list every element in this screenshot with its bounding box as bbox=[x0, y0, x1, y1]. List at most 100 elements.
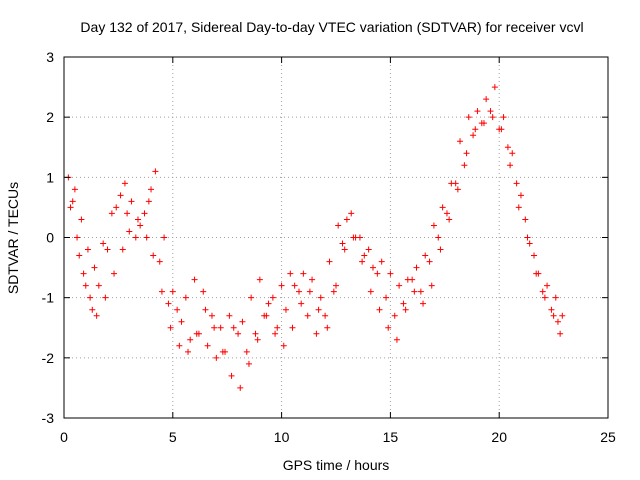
data-point bbox=[317, 294, 324, 301]
data-point bbox=[141, 210, 148, 217]
data-point bbox=[541, 294, 548, 301]
data-point bbox=[524, 234, 531, 241]
data-point bbox=[376, 306, 383, 313]
data-point bbox=[322, 312, 329, 319]
data-point bbox=[348, 210, 355, 217]
x-tick-label: 15 bbox=[383, 429, 399, 445]
data-point bbox=[557, 330, 564, 337]
data-point bbox=[472, 126, 479, 133]
data-points bbox=[65, 84, 566, 391]
data-point bbox=[443, 210, 450, 217]
data-point bbox=[522, 216, 529, 223]
data-point bbox=[158, 288, 165, 295]
data-point bbox=[402, 306, 409, 313]
x-tick-label: 5 bbox=[169, 429, 177, 445]
data-point bbox=[134, 216, 141, 223]
data-point bbox=[559, 312, 566, 319]
data-point bbox=[552, 294, 559, 301]
data-point bbox=[137, 222, 144, 229]
data-point bbox=[491, 84, 498, 91]
data-point bbox=[515, 204, 522, 211]
data-point bbox=[191, 276, 198, 283]
data-point bbox=[87, 294, 94, 301]
data-point bbox=[91, 264, 98, 271]
data-point bbox=[343, 216, 350, 223]
data-point bbox=[145, 198, 152, 205]
data-point bbox=[228, 372, 235, 379]
data-point bbox=[156, 258, 163, 265]
data-point bbox=[391, 312, 398, 319]
data-point bbox=[526, 240, 533, 247]
data-point bbox=[463, 150, 470, 157]
data-point bbox=[478, 120, 485, 127]
data-point bbox=[539, 288, 546, 295]
data-point bbox=[287, 270, 294, 277]
data-point bbox=[126, 228, 133, 235]
y-tick-label: 2 bbox=[46, 109, 54, 125]
x-tick-label: 25 bbox=[600, 429, 616, 445]
data-point bbox=[296, 288, 303, 295]
data-point bbox=[361, 252, 368, 259]
data-point bbox=[132, 234, 139, 241]
data-point bbox=[446, 216, 453, 223]
data-point bbox=[274, 324, 281, 331]
data-point bbox=[208, 312, 215, 319]
data-point bbox=[313, 330, 320, 337]
data-point bbox=[243, 348, 250, 355]
data-point bbox=[185, 348, 192, 355]
data-point bbox=[269, 294, 276, 301]
y-tick-label: -2 bbox=[42, 350, 55, 366]
data-point bbox=[152, 168, 159, 175]
data-point bbox=[470, 132, 477, 139]
data-point bbox=[237, 384, 244, 391]
data-point bbox=[82, 282, 89, 289]
data-point bbox=[230, 324, 237, 331]
data-point bbox=[341, 246, 348, 253]
data-point bbox=[93, 312, 100, 319]
data-point bbox=[359, 258, 366, 265]
data-point bbox=[252, 330, 259, 337]
data-point bbox=[167, 324, 174, 331]
data-point bbox=[333, 282, 339, 289]
data-point bbox=[202, 306, 209, 313]
data-point bbox=[483, 96, 490, 103]
y-tick-label: 1 bbox=[46, 169, 54, 185]
data-point bbox=[489, 114, 496, 121]
data-point bbox=[74, 234, 81, 241]
data-point bbox=[437, 246, 444, 253]
data-point bbox=[500, 114, 507, 121]
data-point bbox=[289, 324, 296, 331]
data-point bbox=[211, 324, 218, 331]
data-point bbox=[67, 204, 74, 211]
y-tick-label: 3 bbox=[46, 49, 54, 65]
series-1 bbox=[65, 84, 566, 361]
data-point bbox=[248, 294, 255, 301]
data-point bbox=[509, 150, 516, 157]
y-axis-label: SDTVAR / TECUs bbox=[5, 182, 21, 294]
data-point bbox=[474, 108, 481, 115]
data-point bbox=[383, 294, 390, 301]
data-point bbox=[204, 342, 211, 349]
data-point bbox=[411, 288, 418, 295]
data-point bbox=[69, 198, 76, 205]
data-point bbox=[111, 270, 118, 277]
x-tick-label: 0 bbox=[60, 429, 68, 445]
data-point bbox=[396, 282, 403, 289]
data-point bbox=[350, 234, 357, 241]
y-tick-labels: -3 -2 -1 0 1 2 3 bbox=[42, 49, 55, 426]
data-point bbox=[200, 288, 207, 295]
data-point bbox=[413, 264, 420, 271]
data-point bbox=[426, 258, 433, 265]
data-point bbox=[457, 138, 464, 145]
data-point bbox=[219, 348, 226, 355]
data-point bbox=[367, 288, 374, 295]
data-point bbox=[235, 330, 242, 337]
data-point bbox=[298, 300, 305, 307]
grid-lines bbox=[64, 57, 608, 418]
data-point bbox=[217, 324, 224, 331]
data-point bbox=[169, 288, 176, 295]
data-point bbox=[554, 318, 561, 325]
series-3 bbox=[71, 108, 561, 355]
x-tick-labels: 0 5 10 15 20 25 bbox=[60, 429, 616, 445]
x-tick-label: 10 bbox=[274, 429, 290, 445]
